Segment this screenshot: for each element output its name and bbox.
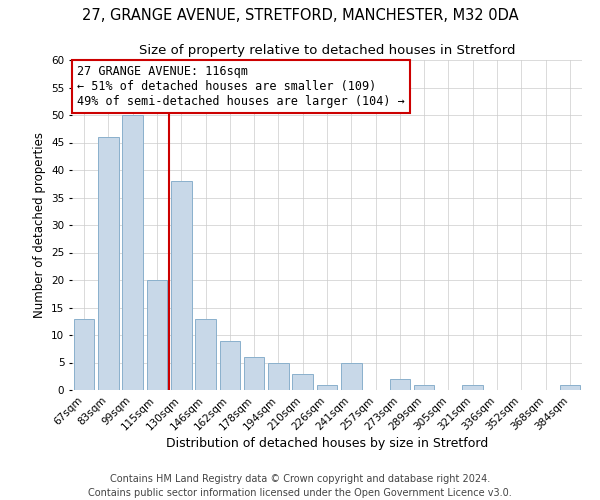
Bar <box>560 384 580 390</box>
Bar <box>244 357 265 390</box>
Bar <box>268 362 289 390</box>
Bar <box>74 318 94 390</box>
Bar <box>171 181 191 390</box>
Bar <box>122 115 143 390</box>
Bar <box>292 374 313 390</box>
Bar <box>463 384 483 390</box>
Text: 27 GRANGE AVENUE: 116sqm
← 51% of detached houses are smaller (109)
49% of semi-: 27 GRANGE AVENUE: 116sqm ← 51% of detach… <box>77 65 405 108</box>
Text: Contains HM Land Registry data © Crown copyright and database right 2024.
Contai: Contains HM Land Registry data © Crown c… <box>88 474 512 498</box>
Bar <box>220 340 240 390</box>
Text: 27, GRANGE AVENUE, STRETFORD, MANCHESTER, M32 0DA: 27, GRANGE AVENUE, STRETFORD, MANCHESTER… <box>82 8 518 22</box>
Title: Size of property relative to detached houses in Stretford: Size of property relative to detached ho… <box>139 44 515 58</box>
X-axis label: Distribution of detached houses by size in Stretford: Distribution of detached houses by size … <box>166 438 488 450</box>
Bar <box>98 137 119 390</box>
Bar <box>195 318 216 390</box>
Bar <box>341 362 362 390</box>
Y-axis label: Number of detached properties: Number of detached properties <box>32 132 46 318</box>
Bar <box>414 384 434 390</box>
Bar <box>146 280 167 390</box>
Bar <box>389 379 410 390</box>
Bar <box>317 384 337 390</box>
